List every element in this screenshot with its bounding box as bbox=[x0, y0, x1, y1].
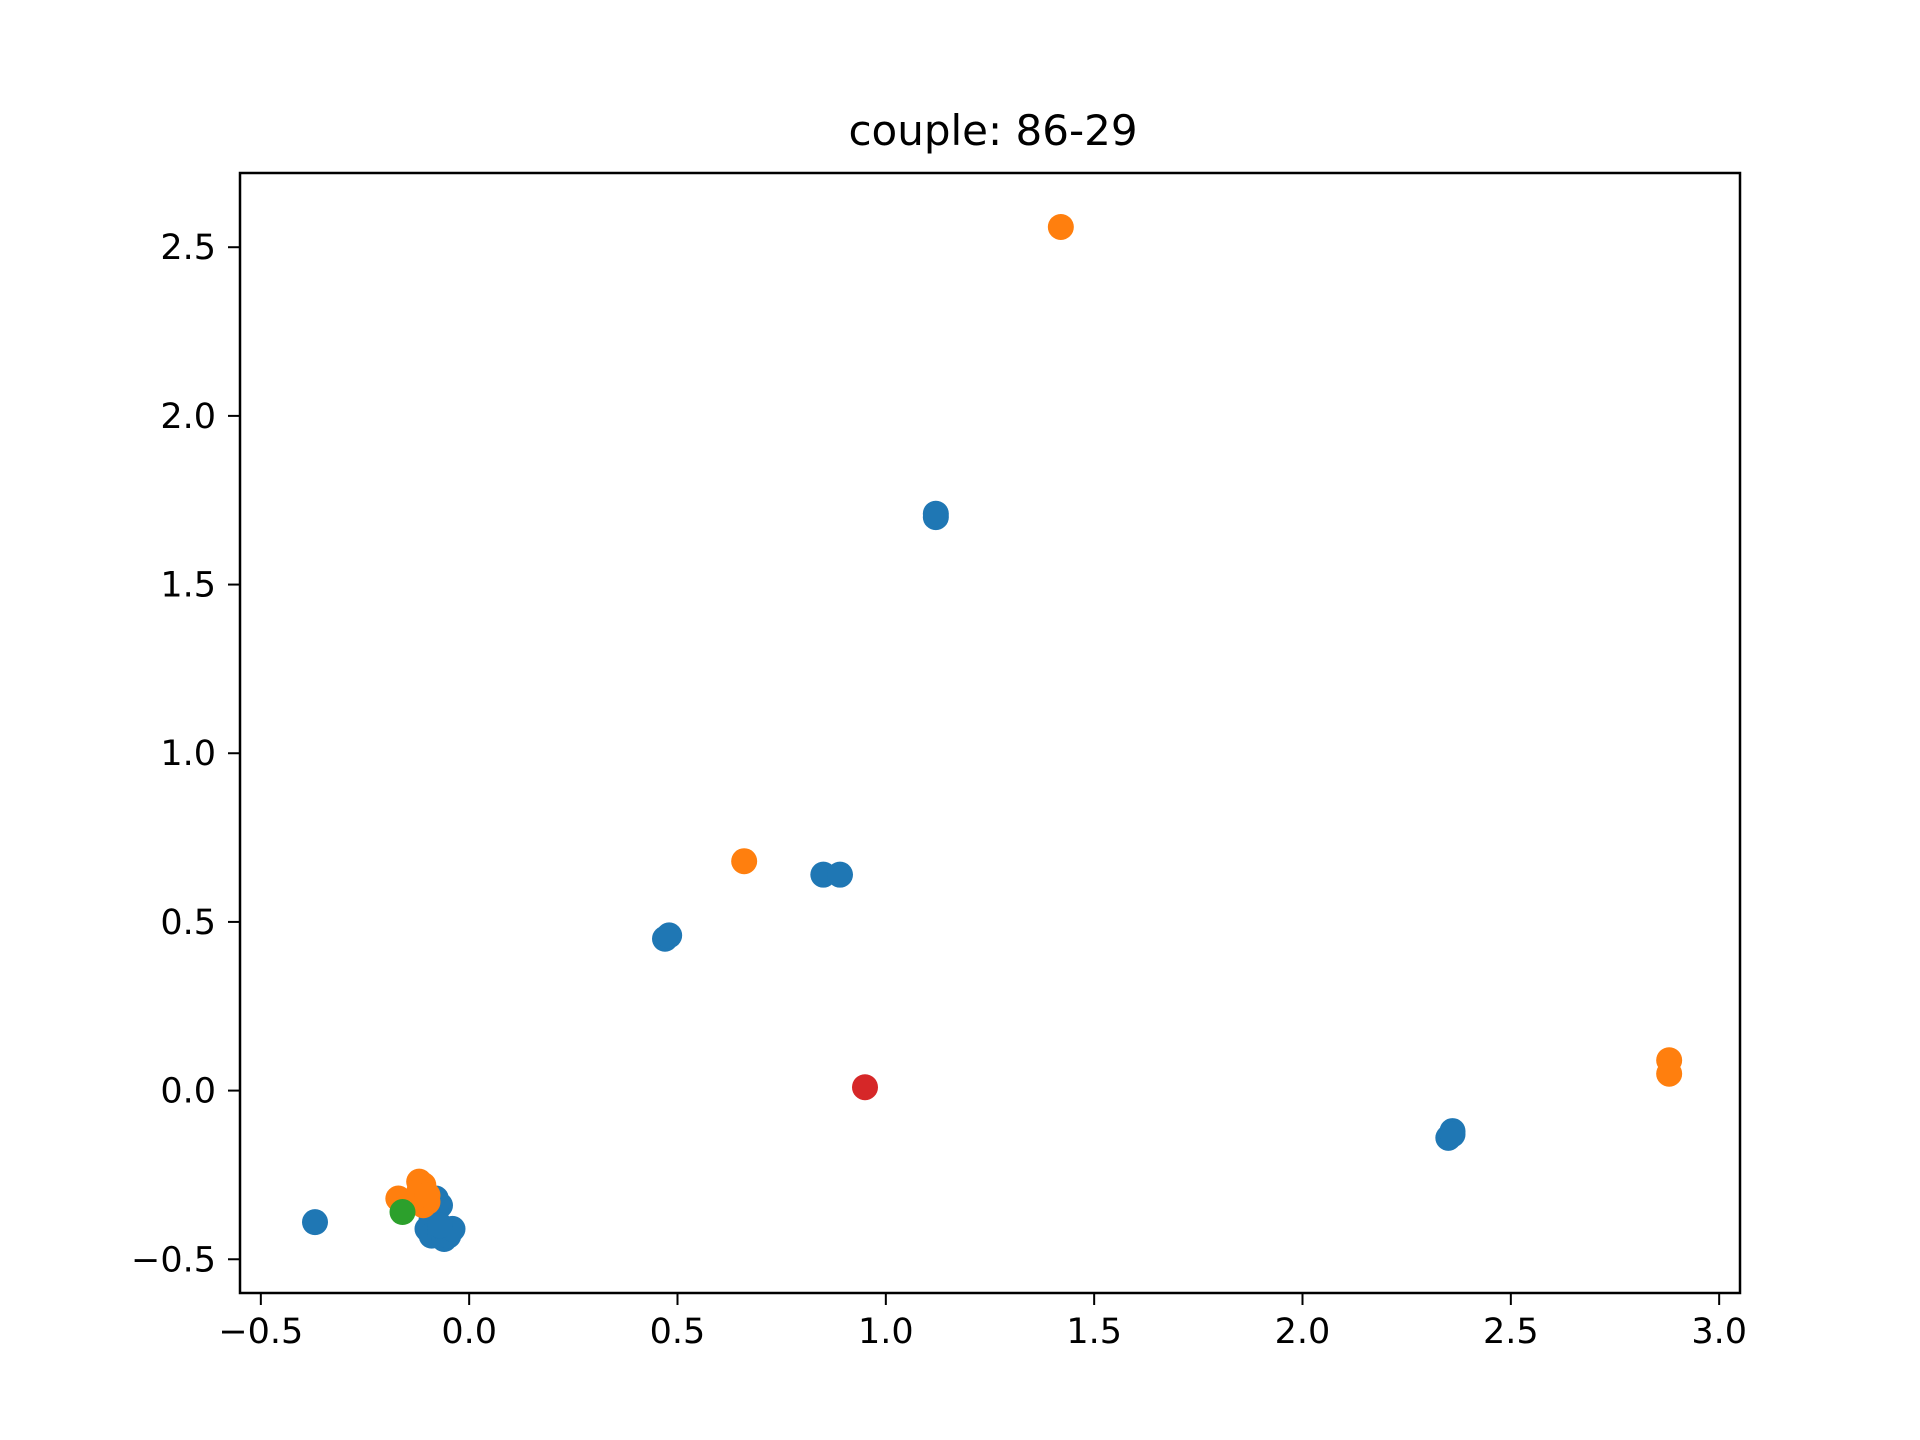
points-layer bbox=[302, 213, 1683, 1253]
y-tick-label: 1.5 bbox=[160, 566, 216, 606]
scatter-point bbox=[852, 1074, 878, 1101]
x-tick-label: 0.0 bbox=[441, 1312, 497, 1352]
scatter-point bbox=[731, 848, 758, 875]
y-tick-label: 2.0 bbox=[160, 397, 216, 437]
scatter-point bbox=[922, 500, 949, 527]
scatter-point bbox=[656, 922, 683, 949]
x-tick-label: 1.5 bbox=[1066, 1312, 1122, 1352]
plot-frame bbox=[238, 171, 1742, 1295]
scatter-point bbox=[827, 861, 853, 888]
scatter-point bbox=[1047, 213, 1074, 240]
x-tick-label: 3.0 bbox=[1691, 1312, 1747, 1352]
chart-title: couple: 86-29 bbox=[848, 106, 1137, 155]
y-tick-label: 0.0 bbox=[160, 1072, 216, 1112]
x-axis: −0.5 0.0 0.5 1.0 1.5 2.0 2.5 3.0 bbox=[218, 1293, 1747, 1352]
y-tick-label: −0.5 bbox=[131, 1240, 216, 1280]
scatter-point bbox=[1439, 1121, 1466, 1148]
y-axis: −0.5 0.0 0.5 1.0 1.5 2.0 2.5 bbox=[131, 228, 240, 1280]
y-tick-label: 2.5 bbox=[160, 228, 216, 268]
scatter-point bbox=[302, 1209, 328, 1236]
x-tick-label: −0.5 bbox=[218, 1312, 303, 1352]
x-tick-label: 2.5 bbox=[1483, 1312, 1539, 1352]
scatter-point bbox=[427, 1212, 453, 1239]
x-tick-label: 1.0 bbox=[858, 1312, 914, 1352]
x-tick-label: 0.5 bbox=[650, 1312, 706, 1352]
y-tick-label: 0.5 bbox=[160, 903, 216, 943]
x-tick-label: 2.0 bbox=[1275, 1312, 1331, 1352]
scatter-point bbox=[389, 1199, 416, 1226]
scatter-point bbox=[414, 1182, 441, 1209]
scatter-point bbox=[1656, 1060, 1683, 1087]
y-tick-label: 1.0 bbox=[160, 734, 216, 774]
